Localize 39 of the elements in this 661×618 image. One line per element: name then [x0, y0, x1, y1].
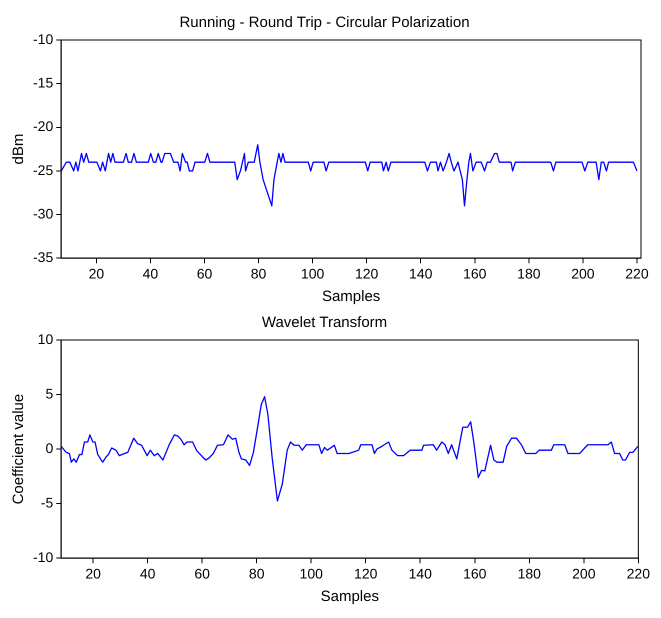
x-axis-title: Samples [320, 588, 379, 606]
y-tick-label: -35 [33, 249, 54, 266]
x-tick-label: 180 [517, 265, 541, 282]
x-tick-label: 160 [463, 265, 487, 282]
x-tick-label: 60 [196, 265, 212, 282]
x-tick-label: 220 [625, 265, 649, 282]
y-tick-label: -10 [33, 30, 54, 47]
y-tick-label: -20 [33, 118, 54, 134]
x-tick-label: 100 [300, 265, 324, 282]
x-tick-label: 160 [463, 565, 487, 582]
x-tick-label: 120 [354, 565, 378, 582]
x-tick-label: 40 [140, 565, 156, 582]
x-tick-label: 80 [248, 565, 265, 582]
x-tick-label: 80 [250, 265, 267, 282]
x-tick-label: 20 [85, 565, 102, 582]
y-axis-title: Coefficient value [10, 394, 28, 504]
x-tick-label: 200 [572, 565, 596, 582]
y-tick-label: 5 [45, 385, 54, 402]
x-tick-label: 100 [300, 565, 324, 582]
x-tick-label: 20 [88, 265, 104, 282]
x-tick-label: 220 [626, 565, 650, 582]
x-tick-label: 200 [571, 265, 595, 282]
y-tick-label: 0 [45, 440, 54, 456]
y-tick-label: 10 [38, 330, 54, 347]
x-tick-label: 60 [194, 565, 210, 582]
x-tick-label: 40 [142, 265, 158, 282]
x-tick-label: 140 [409, 265, 433, 282]
chart-title: Wavelet Transform [262, 314, 388, 332]
y-tick-label: -25 [33, 162, 54, 178]
x-tick-label: 140 [408, 565, 432, 582]
x-tick-label: 120 [354, 265, 379, 282]
y-axis-title: dBm [10, 134, 28, 165]
y-tick-label: -30 [33, 205, 54, 222]
y-tick-label: -5 [40, 494, 54, 511]
y-tick-label: -10 [33, 549, 54, 566]
y-tick-label: -15 [33, 74, 54, 90]
x-tick-label: 180 [518, 565, 542, 582]
chart-title: Running - Round Trip - Circular Polarization [179, 14, 470, 32]
x-axis-title: Samples [322, 288, 380, 306]
